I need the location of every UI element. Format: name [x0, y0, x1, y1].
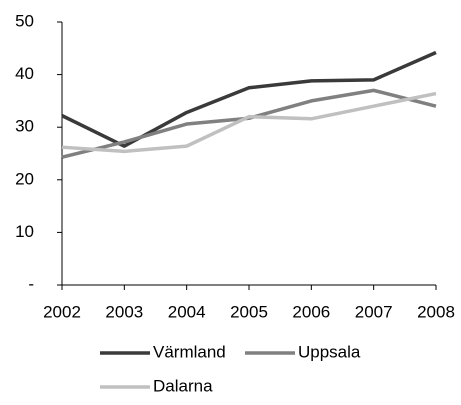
- x-tick-label: 2002: [43, 302, 81, 321]
- x-tick-label: 2005: [230, 302, 268, 321]
- y-tick-label: 20: [15, 169, 34, 188]
- x-tick-label: 2004: [168, 302, 206, 321]
- legend-label: Uppsala: [298, 342, 361, 361]
- series-line: [61, 91, 437, 154]
- y-tick-label: -: [28, 274, 34, 293]
- y-tick-label: 50: [15, 11, 34, 30]
- legend-label: Dalarna: [153, 376, 213, 395]
- x-tick-label: 2003: [105, 302, 143, 321]
- x-tick-label: 2008: [417, 302, 455, 321]
- y-tick-label: 10: [15, 222, 34, 241]
- x-tick-label: 2006: [292, 302, 330, 321]
- y-tick-label: 30: [15, 117, 34, 136]
- x-tick-label: 2007: [355, 302, 393, 321]
- y-tick-label: 40: [15, 64, 34, 83]
- series-line: [61, 50, 437, 148]
- series-line: [61, 88, 437, 159]
- legend-label: Värmland: [153, 342, 226, 361]
